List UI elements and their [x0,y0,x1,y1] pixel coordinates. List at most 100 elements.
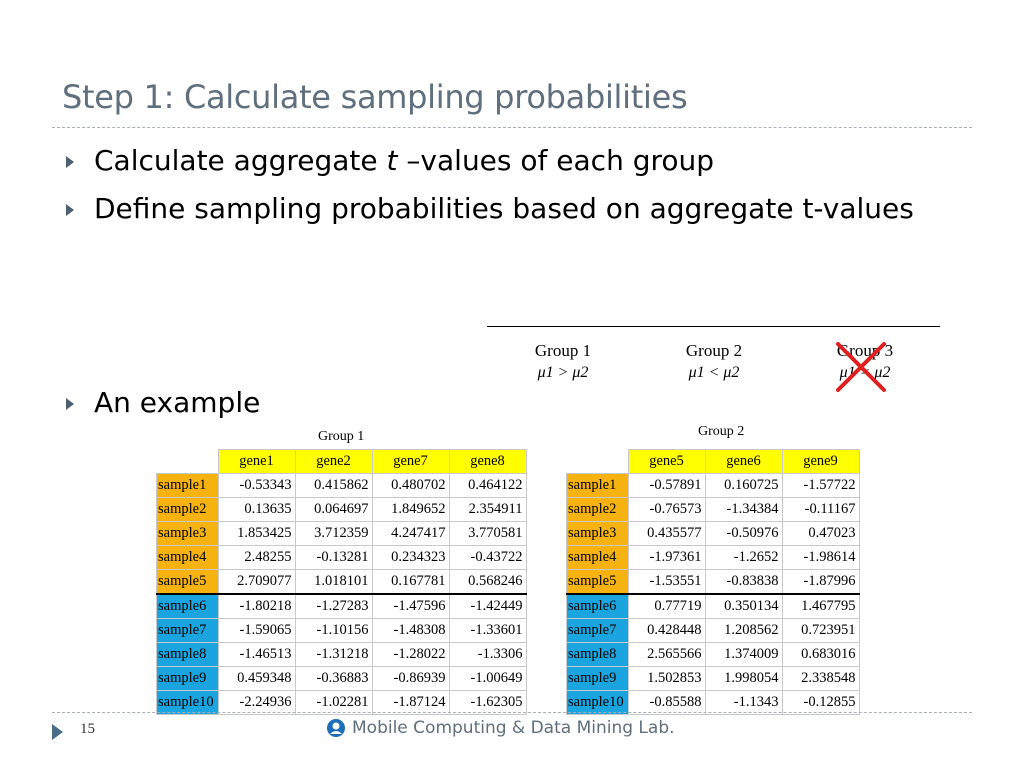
column-header: gene2 [294,449,373,474]
table-cell: 0.77719 [627,593,706,619]
table-row: sample2 0.13635 0.064697 1.849652 2.354911 [156,497,527,522]
bullet-arrow-icon [66,204,74,216]
table-cell: 0.723951 [781,618,860,643]
table-cell: -0.83838 [704,569,783,595]
table-cell: -2.24936 [217,690,296,715]
table-cell: -1.98614 [781,545,860,570]
group-1-definition: Group 1 μ1 > μ2 [488,340,638,384]
footer-divider [52,712,972,713]
footer-arrow-icon [52,724,63,740]
row-label: sample9 [566,666,629,691]
example-bullet-list: An example [62,384,962,432]
table-cell: 2.709077 [217,569,296,595]
table-cell: -1.10156 [294,618,373,643]
lab-name: Mobile Computing & Data Mining Lab. [352,718,675,738]
bullet-item-example: An example [62,384,962,422]
table-cell: 4.247417 [371,521,450,546]
table-cell: 1.018101 [294,569,373,595]
table-row: sample4 -1.97361 -1.2652 -1.98614 [566,545,860,570]
table-cell: 3.770581 [448,521,527,546]
group-1-condition: μ1 > μ2 [537,364,589,381]
table-cell: -1.1343 [704,690,783,715]
table-cell: 0.428448 [627,618,706,643]
table-cell: -1.46513 [217,642,296,667]
table-cell: 1.849652 [371,497,450,522]
column-header: gene8 [448,449,527,474]
lab-logo-icon [327,719,345,737]
table-cell: 2.48255 [217,545,296,570]
table-row: sample7 -1.59065 -1.10156 -1.48308 -1.33601 [156,618,527,643]
cross-out-icon [836,342,886,392]
table-cell: -1.47596 [371,593,450,619]
table-cell: -0.11167 [781,497,860,522]
group-1-label: Group 1 [534,341,592,360]
table-cell: -0.50976 [704,521,783,546]
table-row: sample9 1.502853 1.998054 2.338548 [566,666,860,691]
row-label: sample10 [566,690,629,715]
row-label: sample3 [566,521,629,546]
table-row: sample5 2.709077 1.018101 0.167781 0.568246 [156,569,527,595]
table-row: sample3 1.853425 3.712359 4.247417 3.770581 [156,521,527,546]
table-header-row: gene5 gene6 gene9 [566,449,860,474]
table-1-title: Group 1 [318,429,365,444]
table-cell: 1.853425 [217,521,296,546]
row-label: sample3 [156,521,219,546]
row-label: sample6 [156,593,219,619]
bullet-text: Define sampling probabilities based on a… [94,192,914,225]
table-cell: 0.415862 [294,473,373,498]
table-row: sample2 -0.76573 -1.34384 -0.11167 [566,497,860,522]
row-label: sample2 [156,497,219,522]
table-cell: -0.85588 [627,690,706,715]
slide-title: Step 1: Calculate sampling probabilities [62,78,688,116]
table-row: sample3 0.435577 -0.50976 0.47023 [566,521,860,546]
table-cell: 0.064697 [294,497,373,522]
bullet-text-pre: Calculate aggregate [94,144,387,177]
row-label: sample5 [566,569,629,595]
table-row: sample8 -1.46513 -1.31218 -1.28022 -1.3306 [156,642,527,667]
table-row: sample6 -1.80218 -1.27283 -1.47596 -1.42449 [156,593,527,619]
table-cell: 0.160725 [704,473,783,498]
column-header: gene7 [371,449,450,474]
table-cell: -1.02281 [294,690,373,715]
row-label: sample4 [566,545,629,570]
table-cell: 0.350134 [704,593,783,619]
table-row: sample9 0.459348 -0.36883 -0.86939 -1.00649 [156,666,527,691]
table-cell: -1.00649 [448,666,527,691]
table-cell: 1.374009 [704,642,783,667]
footer-lab: Mobile Computing & Data Mining Lab. [326,718,675,738]
groups-rule [487,326,940,327]
table-row: sample10 -2.24936 -1.02281 -1.87124 -1.62305 [156,690,527,715]
table-cell: -1.48308 [371,618,450,643]
table-corner [156,449,218,474]
bullet-text-post: –values of each group [397,144,715,177]
row-label: sample6 [566,593,629,619]
table-cell: -0.12855 [781,690,860,715]
table-cell: -1.34384 [704,497,783,522]
column-header: gene6 [704,449,783,474]
table-row: sample6 0.77719 0.350134 1.467795 [566,593,860,619]
table-cell: -1.33601 [448,618,527,643]
column-header: gene1 [217,449,296,474]
table-cell: 0.13635 [217,497,296,522]
group-2-label: Group 2 [685,341,743,360]
row-label: sample7 [156,618,219,643]
table-group-1: gene1 gene2 gene7 gene8 sample1 -0.53343 0.415… [156,449,527,715]
table-cell: 0.568246 [448,569,527,595]
table-cell: 0.234323 [371,545,450,570]
table-row: sample8 2.565566 1.374009 0.683016 [566,642,860,667]
table-cell: -0.43722 [448,545,527,570]
table-cell: -0.57891 [627,473,706,498]
bullet-item: Calculate aggregate t –values of each gr… [62,142,962,180]
table-header-row: gene1 gene2 gene7 gene8 [156,449,527,474]
table-cell: -1.80218 [217,593,296,619]
bullet-list: Calculate aggregate t –values of each gr… [62,142,962,238]
row-label: sample8 [566,642,629,667]
row-label: sample2 [566,497,629,522]
table-row: sample10 -0.85588 -1.1343 -0.12855 [566,690,860,715]
table-2-title: Group 2 [698,424,745,439]
table-corner [566,449,628,474]
table-cell: 1.998054 [704,666,783,691]
row-label: sample10 [156,690,219,715]
example-label: An example [94,386,261,419]
table-cell: -1.3306 [448,642,527,667]
